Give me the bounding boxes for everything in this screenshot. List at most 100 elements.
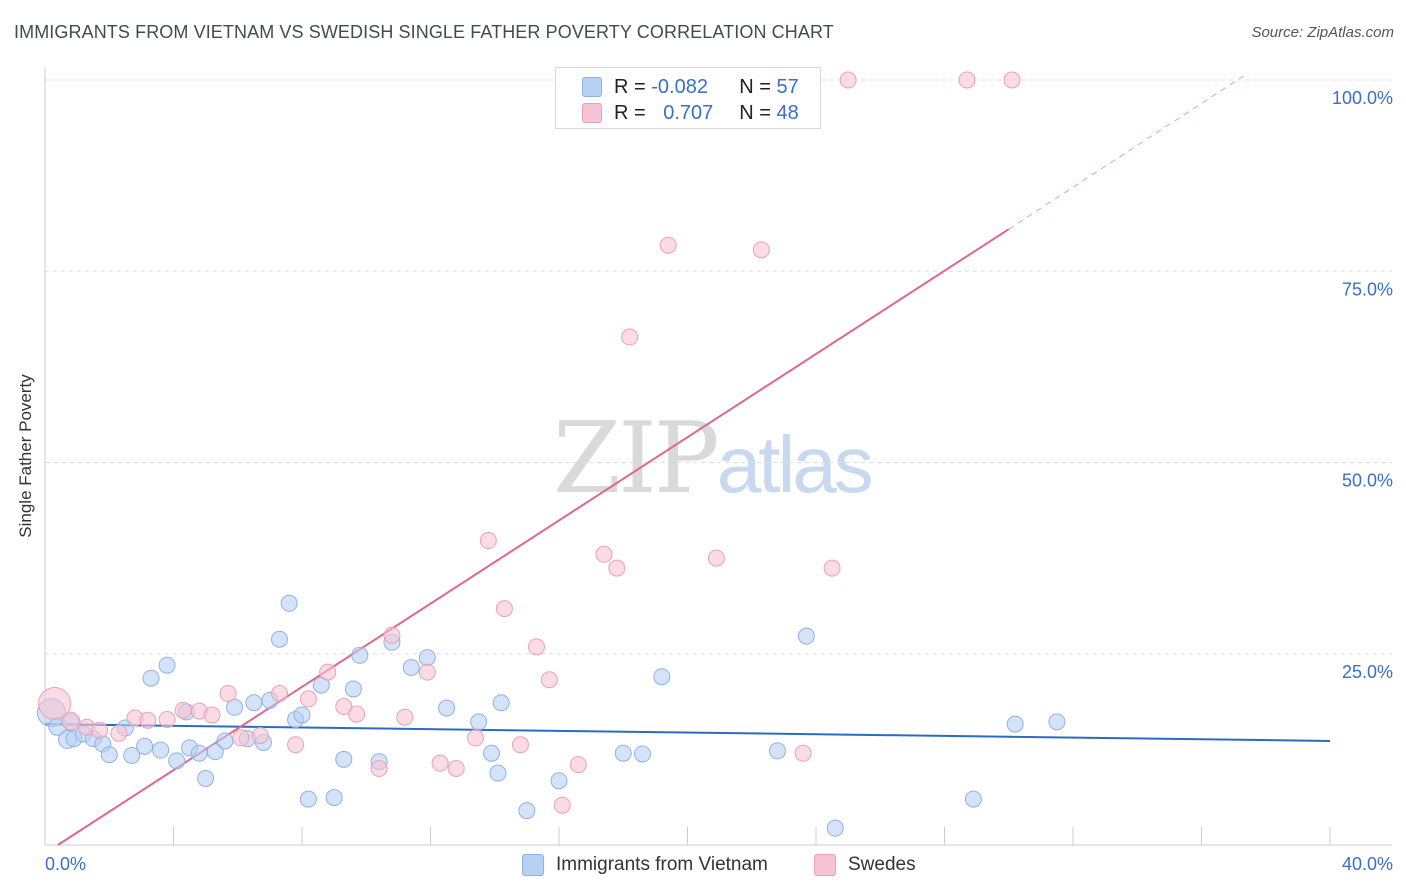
- point-swedes: [38, 686, 72, 720]
- point-vietnam: [216, 732, 234, 750]
- point-vietnam: [245, 694, 263, 712]
- point-swedes: [91, 721, 109, 739]
- point-swedes: [61, 711, 81, 731]
- point-vietnam: [550, 772, 568, 790]
- bottom-legend-swatch-blue: [522, 854, 544, 876]
- point-vietnam: [335, 750, 353, 768]
- point-swedes: [540, 671, 558, 689]
- watermark-zip: ZIP: [553, 402, 720, 516]
- point-vietnam: [483, 744, 501, 762]
- point-vietnam: [280, 594, 298, 612]
- point-swedes: [271, 685, 289, 703]
- point-vietnam: [100, 746, 118, 764]
- trend-line-swedes: [57, 228, 1010, 846]
- x-tick-label: 0.0%: [45, 854, 86, 874]
- point-vietnam: [470, 713, 488, 731]
- legend-r-value: 0.707: [663, 101, 714, 124]
- point-swedes: [569, 756, 587, 774]
- point-swedes: [383, 626, 401, 644]
- point-vietnam: [964, 790, 982, 808]
- source-credit: Source: ZipAtlas.com: [1251, 24, 1394, 41]
- point-swedes: [659, 236, 677, 254]
- point-vietnam: [797, 627, 815, 645]
- grid-lines: [45, 79, 1392, 655]
- point-vietnam: [190, 744, 208, 762]
- point-vietnam: [438, 699, 456, 717]
- point-vietnam: [489, 764, 507, 782]
- point-swedes: [466, 729, 484, 747]
- point-vietnam: [518, 802, 536, 820]
- point-vietnam: [197, 769, 215, 787]
- point-vietnam: [206, 743, 224, 761]
- point-vietnam: [492, 694, 510, 712]
- point-swedes: [335, 698, 353, 716]
- point-swedes: [203, 706, 221, 724]
- legend-swatch-blue: [582, 77, 602, 97]
- legend-n-value: 48: [776, 101, 799, 124]
- point-vietnam: [293, 706, 311, 724]
- point-vietnam: [123, 746, 141, 764]
- y-tick-label: 100.0%: [1332, 88, 1393, 108]
- point-vietnam: [351, 646, 369, 664]
- y-tick-label: 75.0%: [1342, 279, 1393, 299]
- point-swedes: [511, 736, 529, 754]
- point-swedes: [348, 705, 366, 723]
- point-vietnam: [271, 630, 289, 648]
- bottom-legend-label-swedes: Swedes: [848, 854, 916, 875]
- point-swedes: [752, 241, 770, 259]
- bottom-legend-vietnam: Immigrants from Vietnam: [522, 852, 768, 878]
- point-vietnam: [142, 669, 160, 687]
- point-swedes: [319, 663, 337, 681]
- point-vietnam: [634, 745, 652, 763]
- legend-r-label: R =: [614, 101, 652, 124]
- data-points: [36, 71, 1066, 837]
- y-tick-label: 25.0%: [1342, 662, 1393, 682]
- legend-n-label: N =: [739, 101, 777, 124]
- point-swedes: [479, 532, 497, 550]
- trend-line-vietnam: [44, 723, 1331, 742]
- trend-line-swedes-extension: [1008, 75, 1244, 230]
- point-swedes: [174, 701, 192, 719]
- point-vietnam: [614, 744, 632, 762]
- point-swedes: [1003, 71, 1021, 89]
- point-swedes: [396, 708, 414, 726]
- bottom-legend-swatch-pink: [814, 854, 836, 876]
- point-swedes: [287, 736, 305, 754]
- point-swedes: [370, 760, 388, 777]
- watermark: ZIPatlas: [553, 402, 874, 516]
- point-swedes: [958, 71, 976, 89]
- point-vietnam: [1048, 713, 1066, 731]
- point-vietnam: [158, 656, 176, 674]
- point-swedes: [431, 754, 449, 772]
- point-swedes: [794, 744, 812, 762]
- point-vietnam: [768, 742, 786, 760]
- point-swedes: [823, 559, 841, 577]
- correlation-legend: R = -0.082 N = 57 R = 0.707 N = 48: [555, 67, 821, 129]
- point-swedes: [495, 600, 513, 618]
- point-swedes: [608, 559, 626, 577]
- legend-row-swedes: R = 0.707 N = 48: [582, 100, 799, 126]
- legend-swatch-pink: [582, 103, 602, 123]
- point-swedes: [528, 638, 546, 656]
- y-axis-label: Single Father Poverty: [16, 374, 35, 538]
- y-tick-label: 50.0%: [1342, 471, 1393, 491]
- point-vietnam: [168, 752, 186, 770]
- point-swedes: [839, 71, 857, 89]
- point-vietnam: [152, 741, 170, 759]
- point-swedes: [251, 727, 269, 745]
- point-swedes: [418, 663, 436, 681]
- legend-n-value: 57: [776, 75, 799, 98]
- point-vietnam: [226, 698, 244, 716]
- point-swedes: [707, 549, 725, 567]
- x-tick-label: 40.0%: [1342, 854, 1393, 874]
- legend-r-value: -0.082: [651, 75, 708, 98]
- point-swedes: [553, 796, 571, 814]
- point-swedes: [139, 711, 157, 729]
- legend-r-label: R =: [614, 75, 652, 98]
- chart-title: IMMIGRANTS FROM VIETNAM VS SWEDISH SINGL…: [14, 22, 834, 42]
- point-swedes: [110, 724, 128, 742]
- trend-lines: [44, 75, 1331, 846]
- point-vietnam: [299, 790, 317, 808]
- point-swedes: [447, 760, 465, 777]
